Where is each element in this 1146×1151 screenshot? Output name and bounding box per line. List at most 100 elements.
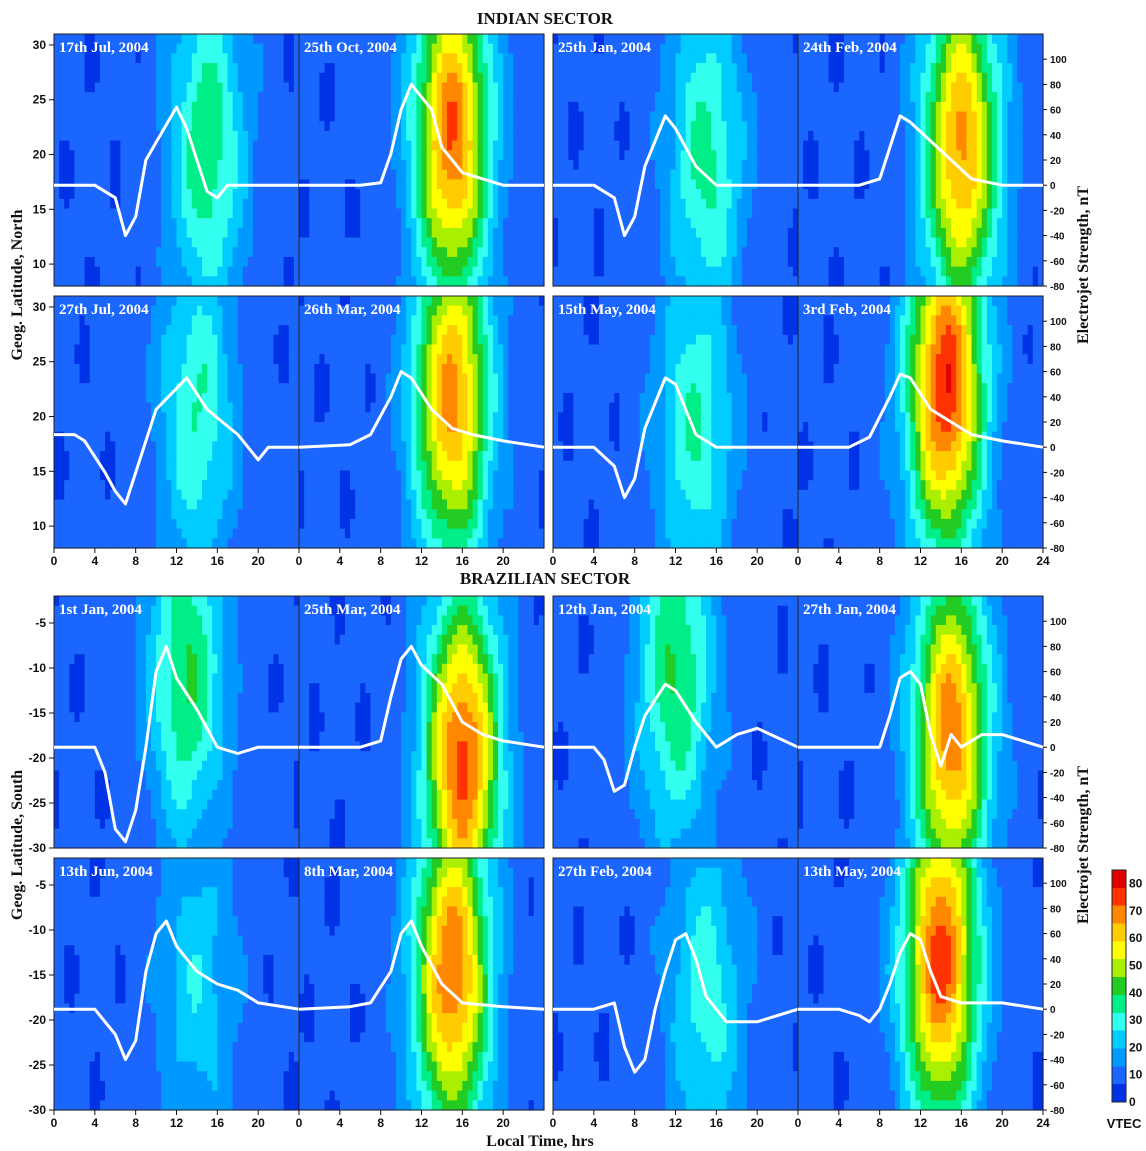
- heatmap-cell: [69, 53, 76, 64]
- heatmap-cell: [283, 247, 290, 258]
- heatmap-cell: [889, 179, 896, 190]
- heatmap-cell: [74, 276, 81, 287]
- heatmap-cell: [843, 53, 850, 64]
- heatmap-cell: [568, 72, 575, 84]
- heatmap-cell: [1032, 218, 1039, 229]
- heatmap-cell: [624, 160, 631, 171]
- heatmap-cell: [299, 82, 305, 93]
- heatmap-cell: [971, 179, 978, 190]
- heatmap-cell: [782, 53, 789, 64]
- heatmap-cell: [649, 101, 656, 113]
- heatmap-cell: [675, 53, 682, 64]
- heatmap-cell: [935, 227, 942, 239]
- heatmap-cell: [268, 218, 275, 229]
- heatmap-cell: [553, 43, 559, 54]
- heatmap-cell: [609, 101, 615, 113]
- heatmap-cell: [752, 82, 758, 93]
- heatmap-cell: [365, 169, 372, 180]
- heatmap-cell: [161, 227, 167, 239]
- heatmap-cell: [859, 72, 865, 84]
- heatmap-cell: [268, 72, 275, 84]
- heatmap-cell: [202, 130, 208, 142]
- heatmap-cell: [110, 247, 116, 258]
- heatmap-cell: [951, 276, 957, 287]
- heatmap-cell: [135, 92, 142, 103]
- heatmap-cell: [518, 121, 525, 132]
- heatmap-cell: [639, 208, 646, 219]
- heatmap-cell: [426, 189, 433, 200]
- heatmap-cell: [350, 198, 356, 210]
- heatmap-cell: [447, 101, 453, 113]
- heatmap-cell: [401, 208, 407, 219]
- heatmap-cell: [695, 121, 702, 132]
- heatmap-cell: [782, 121, 789, 132]
- heatmap-cell: [813, 130, 820, 142]
- heatmap-cell: [604, 266, 610, 277]
- heatmap-cell: [578, 34, 585, 45]
- heatmap-cell: [528, 169, 535, 180]
- heatmap-cell: [196, 34, 203, 45]
- heatmap-cell: [649, 247, 656, 258]
- heatmap-cell: [731, 198, 738, 210]
- heatmap-cell: [288, 227, 295, 239]
- heatmap-cell: [894, 130, 901, 142]
- heatmap-cell: [69, 82, 76, 93]
- heatmap-cell: [538, 101, 545, 113]
- heatmap-cell: [966, 130, 973, 142]
- heatmap-cell: [508, 189, 514, 200]
- heatmap-cell: [283, 218, 290, 229]
- heatmap-cell: [925, 101, 932, 113]
- heatmap-cell: [670, 150, 677, 161]
- heatmap-cell: [900, 198, 906, 210]
- heatmap-cell: [915, 169, 922, 180]
- heatmap-cell: [833, 140, 840, 151]
- heatmap-cell: [365, 101, 372, 113]
- heatmap-cell: [695, 140, 702, 151]
- heatmap-cell: [263, 140, 269, 151]
- heatmap-cell: [578, 140, 585, 151]
- heatmap-cell: [421, 227, 428, 239]
- heatmap-cell: [538, 276, 545, 287]
- heatmap-cell: [212, 82, 218, 93]
- heatmap-cell: [145, 266, 152, 277]
- heatmap-cell: [920, 208, 927, 219]
- heatmap-cell: [324, 43, 331, 54]
- heatmap-cell: [583, 53, 590, 64]
- heatmap-cell: [874, 43, 881, 54]
- heatmap-cell: [889, 276, 896, 287]
- heatmap-cell: [140, 111, 147, 122]
- heatmap-cell: [293, 198, 300, 210]
- heatmap-cell: [593, 72, 600, 84]
- heatmap-cell: [971, 92, 978, 103]
- heatmap-cell: [813, 189, 820, 200]
- heatmap-cell: [966, 198, 973, 210]
- heatmap-cell: [798, 111, 804, 122]
- heatmap-cell: [247, 198, 254, 210]
- heatmap-cell: [1022, 276, 1029, 287]
- heatmap-cell: [767, 198, 774, 210]
- heatmap-cell: [976, 63, 983, 74]
- heatmap-cell: [191, 92, 198, 103]
- heatmap-cell: [854, 53, 860, 64]
- heatmap-cell: [649, 198, 656, 210]
- heatmap-cell: [89, 237, 96, 248]
- heatmap-cell: [115, 218, 121, 229]
- heatmap-cell: [1022, 227, 1029, 239]
- heatmap-cell: [452, 130, 458, 142]
- heatmap-cell: [701, 227, 707, 239]
- heatmap-cell: [619, 72, 626, 84]
- heatmap-cell: [110, 34, 116, 45]
- heatmap-cell: [156, 247, 162, 258]
- heatmap-cell: [971, 227, 978, 239]
- heatmap-cell: [74, 237, 81, 248]
- heatmap-cell: [436, 266, 443, 277]
- heatmap-cell: [150, 256, 157, 268]
- heatmap-cell: [380, 266, 387, 277]
- heatmap-cell: [563, 92, 569, 103]
- heatmap-cell: [523, 276, 530, 287]
- heatmap-cell: [1032, 121, 1039, 132]
- heatmap-cell: [752, 140, 758, 151]
- heatmap-cell: [966, 247, 973, 258]
- heatmap-cell: [741, 189, 748, 200]
- heatmap-cell: [538, 111, 545, 122]
